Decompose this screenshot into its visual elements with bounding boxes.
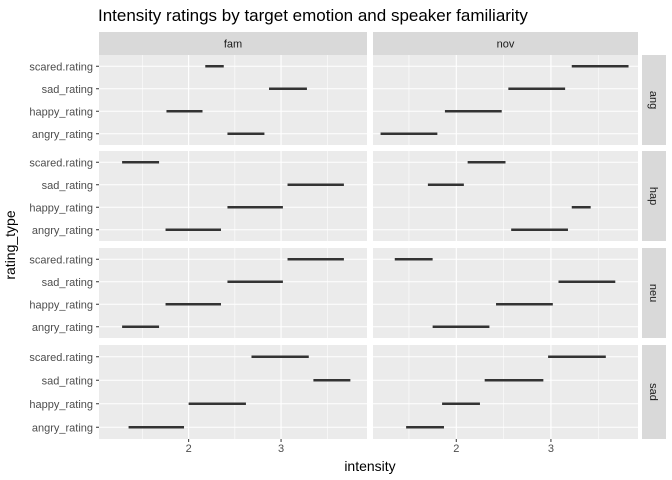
y-tick-label-angry_rating: angry_rating xyxy=(32,322,93,334)
y-tick-label-scared.rating: scared.rating xyxy=(29,352,93,364)
panel-bg-nov-sad xyxy=(373,345,638,439)
panel-bg-fam-neu xyxy=(99,248,367,338)
panel-bg-fam-hap xyxy=(99,151,367,241)
facet-strip-label-neu: neu xyxy=(647,284,659,302)
y-tick-label-scared.rating: scared.rating xyxy=(29,61,93,73)
plot-area: fam nov ang hap neu sad angry_rating happy_rati… xyxy=(29,32,666,455)
facet-strip-hap xyxy=(642,151,666,241)
facet-strip-fam xyxy=(99,32,367,55)
facet-strip-nov xyxy=(373,32,638,55)
y-tick-label-sad_rating: sad_rating xyxy=(42,277,93,289)
y-tick-label-happy_rating: happy_rating xyxy=(29,106,93,118)
y-tick-label-sad_rating: sad_rating xyxy=(42,84,93,96)
facet-strip-neu xyxy=(642,248,666,338)
panel-bg-nov-ang xyxy=(373,55,638,145)
chart-title: Intensity ratings by target emotion and … xyxy=(98,6,528,25)
facet-strip-label-sad: sad xyxy=(647,383,659,401)
x-tick-label-nov-2: 2 xyxy=(453,443,459,455)
x-axis-title: intensity xyxy=(344,458,395,474)
y-tick-label-happy_rating: happy_rating xyxy=(29,299,93,311)
y-tick-label-sad_rating: sad_rating xyxy=(42,180,93,192)
y-tick-label-happy_rating: happy_rating xyxy=(29,399,93,411)
x-tick-label-fam-3: 3 xyxy=(278,443,284,455)
x-tick-label-fam-2: 2 xyxy=(186,443,192,455)
facet-strip-label-ang: ang xyxy=(647,91,659,109)
y-tick-label-angry_rating: angry_rating xyxy=(32,129,93,141)
facet-strip-label-nov: nov xyxy=(497,39,515,51)
facet-strip-label-fam: fam xyxy=(224,39,242,51)
y-tick-label-sad_rating: sad_rating xyxy=(42,375,93,387)
facet-strip-ang xyxy=(642,55,666,145)
y-tick-label-scared.rating: scared.rating xyxy=(29,254,93,266)
panel-bg-fam-ang xyxy=(99,55,367,145)
y-tick-label-happy_rating: happy_rating xyxy=(29,202,93,214)
panel-bg-fam-sad xyxy=(99,345,367,439)
panel-bg-nov-hap xyxy=(373,151,638,241)
facet-strip-sad xyxy=(642,345,666,439)
y-tick-label-scared.rating: scared.rating xyxy=(29,157,93,169)
y-axis-title: rating_type xyxy=(2,210,18,279)
y-tick-label-angry_rating: angry_rating xyxy=(32,422,93,434)
facet-strip-label-hap: hap xyxy=(647,187,659,205)
x-tick-label-nov-3: 3 xyxy=(548,443,554,455)
y-tick-label-angry_rating: angry_rating xyxy=(32,225,93,237)
panel-bg-nov-neu xyxy=(373,248,638,338)
